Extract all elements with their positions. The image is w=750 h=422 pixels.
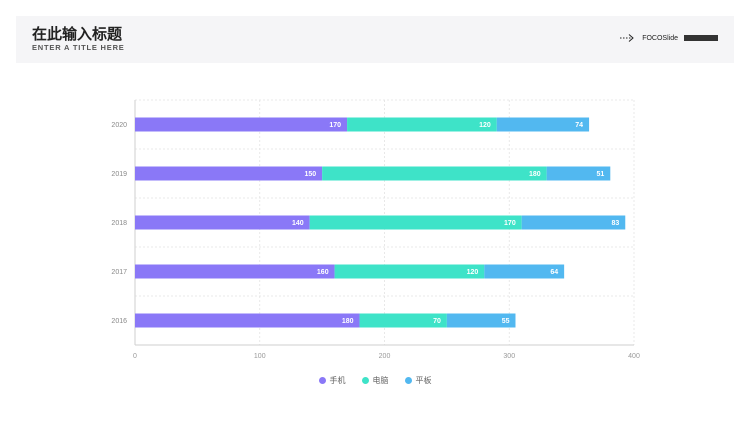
page-title: 在此输入标题 — [32, 25, 123, 43]
x-tick-label: 200 — [379, 353, 391, 360]
data-label: 51 — [597, 171, 605, 178]
brand-bar — [684, 35, 718, 41]
legend-swatch — [361, 377, 369, 384]
y-tick-label: 2016 — [111, 318, 127, 325]
data-label: 55 — [502, 318, 510, 325]
bar-segment — [496, 117, 590, 132]
dotted-arrow-icon — [620, 34, 634, 42]
y-tick-label: 2017 — [111, 269, 127, 276]
bar-segment — [322, 166, 547, 181]
data-label: 170 — [329, 122, 341, 129]
legend-item: 手机 — [318, 375, 346, 386]
legend-label: 手机 — [329, 376, 346, 385]
data-label: 180 — [342, 318, 354, 325]
y-tick-label: 2019 — [111, 171, 127, 178]
legend-swatch — [318, 377, 326, 384]
page-subtitle: ENTER A TITLE HERE — [32, 43, 125, 52]
data-label: 83 — [611, 220, 619, 227]
brand-label: FOCOSlide — [642, 34, 678, 42]
bar-segment — [135, 264, 335, 279]
data-label: 70 — [433, 318, 441, 325]
bar-segment — [484, 264, 565, 279]
chart-legend: 手机 电脑 平板 — [0, 375, 750, 386]
data-label: 64 — [550, 269, 558, 276]
x-tick-label: 100 — [254, 353, 266, 360]
bar-segment — [135, 313, 360, 328]
bar-segment — [135, 215, 310, 230]
bar-segment — [309, 215, 522, 230]
data-label: 160 — [317, 269, 329, 276]
header-banner: 在此输入标题 ENTER A TITLE HERE FOCOSlide — [16, 16, 734, 63]
bar-segment — [359, 313, 447, 328]
legend-item: 平板 — [404, 375, 432, 386]
data-label: 140 — [292, 220, 304, 227]
bar-segment — [546, 166, 611, 181]
legend-label: 平板 — [415, 376, 432, 385]
y-tick-label: 2018 — [111, 220, 127, 227]
legend-label: 电脑 — [372, 376, 389, 385]
x-tick-label: 400 — [628, 353, 640, 360]
legend-swatch — [404, 377, 412, 384]
bar-segment — [334, 264, 485, 279]
data-label: 120 — [467, 269, 479, 276]
bar-segment — [347, 117, 497, 132]
bar-segment — [521, 215, 626, 230]
bar-segment — [135, 117, 348, 132]
brand: FOCOSlide — [620, 33, 718, 43]
data-label: 180 — [529, 171, 541, 178]
x-tick-label: 0 — [133, 353, 137, 360]
bar-segment — [135, 166, 323, 181]
data-label: 74 — [575, 122, 583, 129]
x-tick-label: 300 — [503, 353, 515, 360]
stacked-bar-chart: 0 100 200 300 400 2020 170 120 74 2019 150 180 51 201… — [111, 99, 640, 360]
data-label: 150 — [304, 171, 316, 178]
y-tick-label: 2020 — [111, 122, 127, 129]
legend-item: 电脑 — [361, 375, 389, 386]
data-label: 120 — [479, 122, 491, 129]
bar-segment — [446, 313, 516, 328]
data-label: 170 — [504, 220, 516, 227]
